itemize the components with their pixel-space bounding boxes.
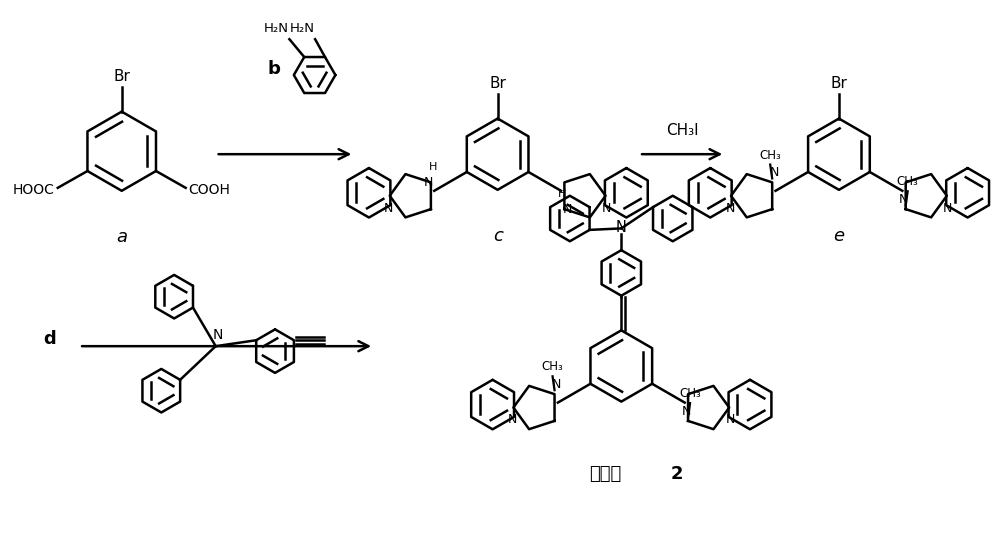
Text: COOH: COOH <box>189 183 231 197</box>
Text: 化合物: 化合物 <box>589 465 621 483</box>
Text: N: N <box>769 166 779 179</box>
Text: N: N <box>212 328 223 342</box>
Text: N: N <box>726 414 735 426</box>
Text: d: d <box>43 330 56 348</box>
Text: Br: Br <box>113 69 130 84</box>
Text: a: a <box>116 228 127 247</box>
Text: HOOC: HOOC <box>13 183 55 197</box>
Text: N: N <box>899 193 908 206</box>
Text: N: N <box>681 405 691 418</box>
Text: e: e <box>833 227 845 246</box>
Text: H: H <box>429 163 437 172</box>
Text: Br: Br <box>489 76 506 91</box>
Text: N: N <box>384 202 393 215</box>
Text: N: N <box>943 202 953 215</box>
Text: c: c <box>493 227 503 246</box>
Text: N: N <box>725 202 735 215</box>
Text: H₂N: H₂N <box>290 22 315 35</box>
Text: N: N <box>562 203 572 216</box>
Text: H: H <box>558 189 567 199</box>
Text: N: N <box>508 414 517 426</box>
Text: CH₃: CH₃ <box>679 387 701 400</box>
Text: N: N <box>616 220 627 235</box>
Text: CH₃: CH₃ <box>759 149 781 162</box>
Text: 2: 2 <box>671 465 683 483</box>
Text: CH₃: CH₃ <box>897 175 919 188</box>
Text: Br: Br <box>831 76 847 91</box>
Text: b: b <box>267 60 280 78</box>
Text: CH₃: CH₃ <box>542 361 563 373</box>
Text: H₂N: H₂N <box>263 22 288 35</box>
Text: N: N <box>423 176 433 189</box>
Text: N: N <box>552 378 561 391</box>
Text: CH₃I: CH₃I <box>666 124 699 139</box>
Text: N: N <box>602 202 611 215</box>
